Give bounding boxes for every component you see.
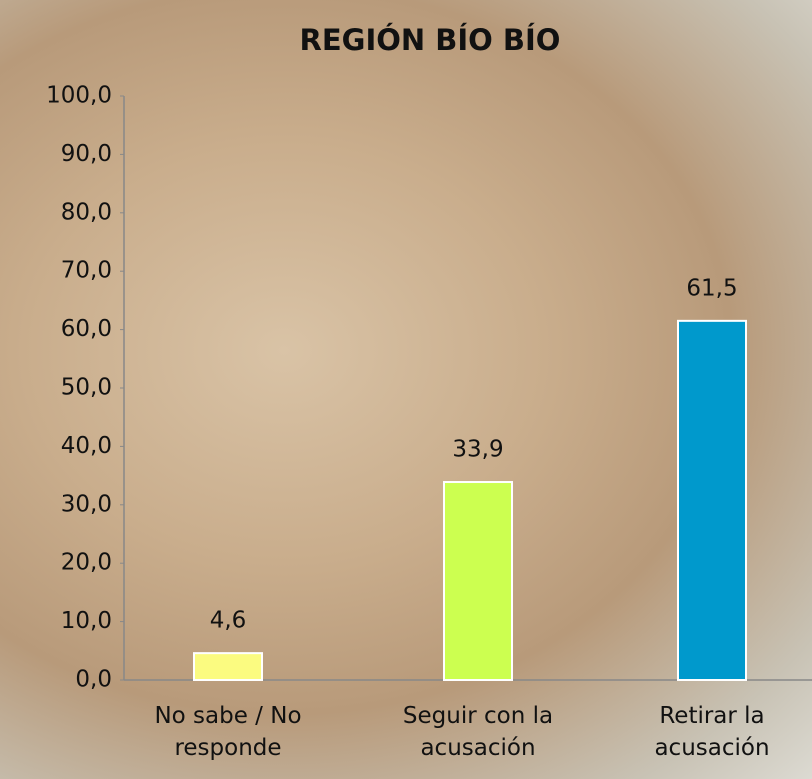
y-tick-label: 90,0 (61, 141, 112, 167)
y-tick-label: 30,0 (61, 491, 112, 517)
value-label: 4,6 (210, 608, 247, 634)
y-tick-label: 10,0 (61, 608, 112, 634)
x-tick-label: Seguir con la acusación (402, 703, 554, 761)
y-tick-label: 60,0 (61, 316, 112, 342)
x-tick-label: Retirar la acusación (654, 703, 770, 761)
y-tick-label: 40,0 (61, 433, 112, 459)
y-tick-label: 70,0 (61, 258, 112, 284)
bar (677, 319, 747, 681)
chart-title: REGIÓN BÍO BÍO (300, 23, 561, 57)
y-tick-label: 100,0 (46, 83, 112, 109)
y-tick-label: 20,0 (61, 550, 112, 576)
x-tick-label: No sabe / No responde (154, 703, 302, 761)
y-tick-label: 50,0 (61, 375, 112, 401)
bar (193, 652, 263, 681)
y-tick-label: 80,0 (61, 199, 112, 225)
y-tick-label: 0,0 (75, 667, 112, 693)
value-label: 61,5 (686, 275, 737, 301)
value-label: 33,9 (452, 437, 503, 463)
bar (443, 481, 513, 681)
